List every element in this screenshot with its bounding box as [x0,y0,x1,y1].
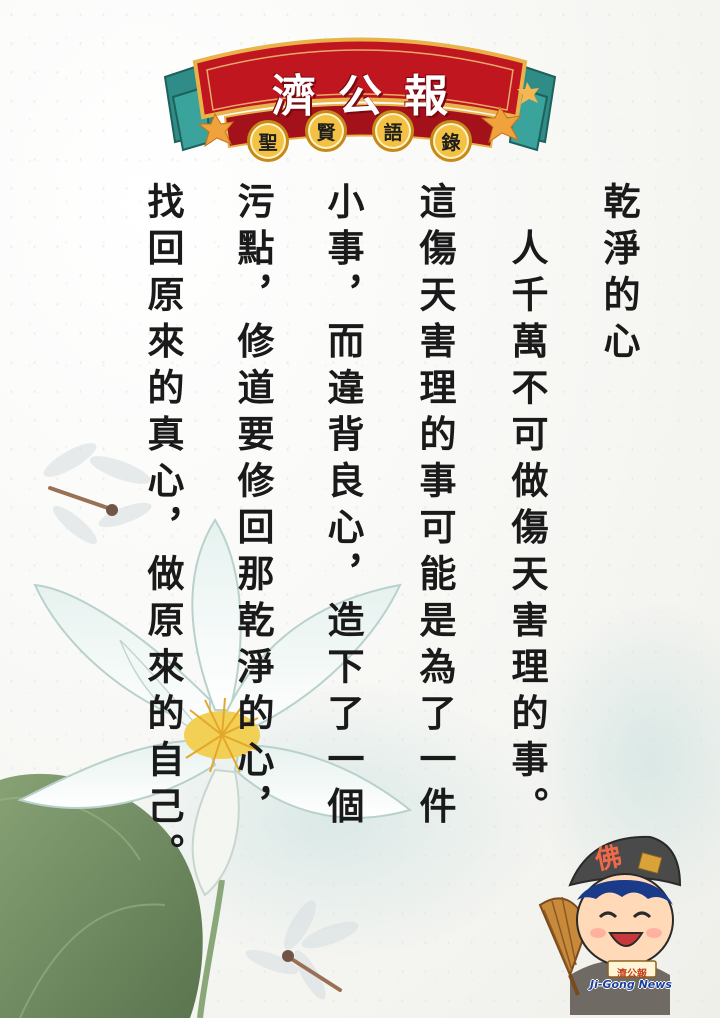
badge-char: 賢 [305,110,347,152]
lotus-petal [191,518,242,711]
text-column: 污點，修道要修回那乾淨的心， [231,182,274,833]
banner-frame [163,37,557,152]
mascot-figure [538,835,682,1015]
maple-leaf-icon [197,112,235,148]
text-column: 人千萬不可做傷天害理的事。 [505,182,548,834]
lotus-petal [17,738,217,809]
lotus-petal [233,743,413,819]
mascot-sign-text: 濟公報 [617,969,647,980]
lotus-leaf [0,773,203,1018]
dragonfly [43,443,152,545]
text-column: 找回原來的真心，做原來的自己。 [141,182,184,880]
badge-char: 聖 [247,120,289,162]
maple-leaf-icon [480,105,522,144]
badge-char: 錄 [430,120,472,162]
text-column: 這傷天害理的事可能是為了一件 [413,182,456,833]
header-banner: 濟公報 聖 賢 語 錄 [155,22,565,172]
banner-title: 濟公報 [272,71,470,122]
article-title: 乾淨的心 [597,182,640,368]
mascot-brand-text: Ji-Gong News [590,978,672,991]
lotus-petal [223,583,402,737]
badge-char: 語 [372,110,414,152]
maple-leaf-icon [517,82,539,104]
text-column: 小事，而違背良心，造下了一個 [321,182,364,833]
lotus-petal [191,768,240,897]
dragonfly [245,900,359,1000]
lotus-stem [197,879,225,1018]
jigong-mascot: 佛 濟公報 Ji-Gong News [530,825,710,1015]
watercolor-wash-right [530,600,720,920]
